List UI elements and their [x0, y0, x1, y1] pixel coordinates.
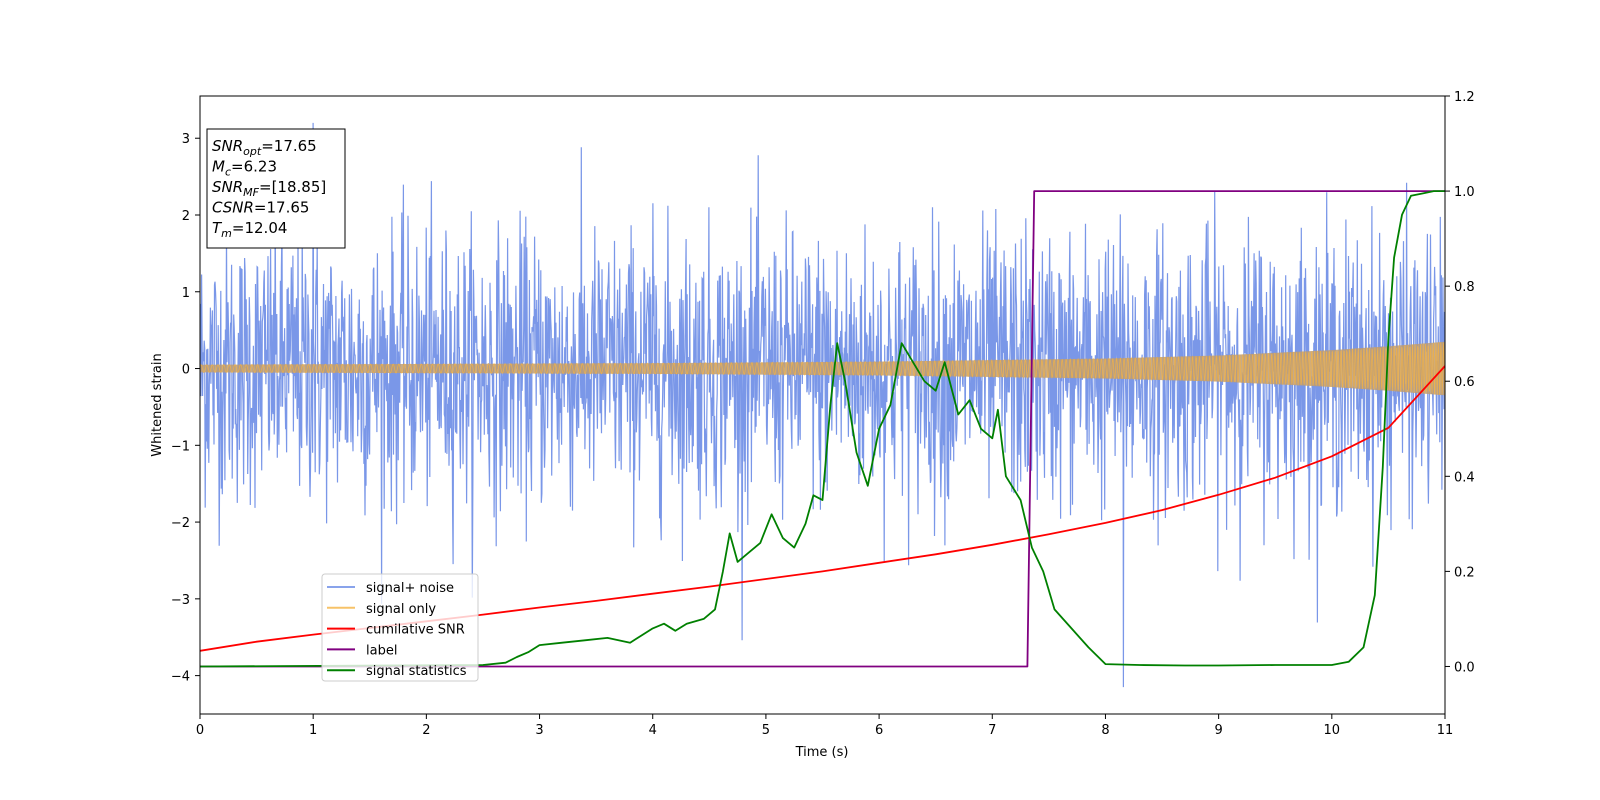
y2-tick-label: 1.0: [1454, 185, 1475, 200]
x-tick-label: 6: [875, 723, 883, 738]
annotation-symbol: CSNR: [212, 199, 254, 217]
annotation-value: =17.65: [261, 137, 317, 155]
legend-label: signal+ noise: [366, 581, 454, 596]
legend-label: label: [366, 643, 397, 658]
signal-statistics-line: [200, 190, 1445, 668]
x-tick-label: 10: [1324, 723, 1341, 738]
legend-frame: [321, 573, 479, 682]
annotation-value: =6.23: [231, 158, 277, 176]
y-tick-label: 0: [182, 363, 190, 378]
y-tick-label: −1: [171, 439, 190, 454]
annotation-symbol: M: [212, 158, 225, 176]
annotation-subscript: m: [221, 227, 232, 240]
annotation-value: =17.65: [254, 199, 310, 217]
plot-frame: [199, 95, 1446, 715]
annotation-symbol: T: [212, 219, 223, 237]
x-tick-label: 2: [422, 723, 430, 738]
signal-only-line: [200, 342, 1445, 395]
annotation-value: =12.04: [232, 219, 288, 237]
annotation-symbol: SNR: [212, 137, 243, 155]
y2-tick-label: 0.6: [1454, 375, 1475, 390]
signal-only-series: [200, 341, 1445, 396]
annotation-line: CSNR=17.65: [212, 199, 309, 217]
x-tick-label: 7: [988, 723, 996, 738]
annotation-frame: [206, 128, 346, 249]
y2-tick-label: 0.8: [1454, 280, 1475, 295]
annotation-line: SNRMF=[18.85]: [212, 178, 326, 199]
legend: signal+ noise signal only cumilative SNR la…: [321, 573, 479, 682]
legend-label: signal only: [366, 602, 436, 617]
x-tick-label: 9: [1214, 723, 1222, 738]
annotation-subscript: MF: [243, 186, 259, 199]
y2-tick-label: 1.2: [1454, 90, 1475, 105]
x-tick-label: 0: [196, 723, 204, 738]
x-tick-label: 8: [1101, 723, 1109, 738]
y-tick-label: 2: [182, 209, 190, 224]
x-tick-label: 3: [535, 723, 543, 738]
legend-label: cumilative SNR: [366, 623, 465, 638]
label-series: [200, 190, 1445, 668]
annotation-line: Tm=12.04: [212, 219, 287, 240]
label-line: [200, 190, 1445, 668]
x-axis-label: Time (s): [795, 745, 849, 760]
annotation-subscript: opt: [243, 145, 262, 158]
y-tick-label: 1: [182, 286, 190, 301]
y-tick-label: −2: [171, 516, 190, 531]
y-axis-right: 1.2 1.0 0.8 0.6 0.4 0.2 0.0: [1445, 90, 1475, 675]
y-axis-label: Whitened strain: [150, 353, 165, 456]
x-tick-label: 11: [1437, 723, 1454, 738]
x-tick-label: 1: [309, 723, 317, 738]
y2-tick-label: 0.2: [1454, 565, 1475, 580]
legend-label: signal statistics: [366, 664, 467, 679]
annotation-line: SNRopt=17.65: [212, 137, 317, 158]
metrics-annotation-box: SNRopt=17.65Mc=6.23SNRMF=[18.85]CSNR=17.…: [206, 128, 346, 249]
y-tick-label: −4: [171, 670, 190, 685]
y-tick-label: −3: [171, 593, 190, 608]
annotation-line: Mc=6.23: [212, 158, 277, 179]
annotation-value: =[18.85]: [259, 178, 326, 196]
annotation-subscript: c: [225, 166, 231, 179]
annotation-symbol: SNR: [212, 178, 243, 196]
signal-only-envelope: [200, 341, 1445, 396]
x-tick-label: 4: [649, 723, 657, 738]
y2-tick-label: 0.4: [1454, 470, 1475, 485]
y2-tick-label: 0.0: [1454, 660, 1475, 675]
signal-statistics-series: [200, 190, 1445, 668]
y-axis-left: 3 2 1 0 −1 −2 −3 −4: [171, 132, 200, 685]
y-tick-label: 3: [182, 132, 190, 147]
x-tick-label: 5: [762, 723, 770, 738]
x-axis: 0 1 2 3 4 5 6 7 8 9 10 11: [196, 714, 1453, 738]
